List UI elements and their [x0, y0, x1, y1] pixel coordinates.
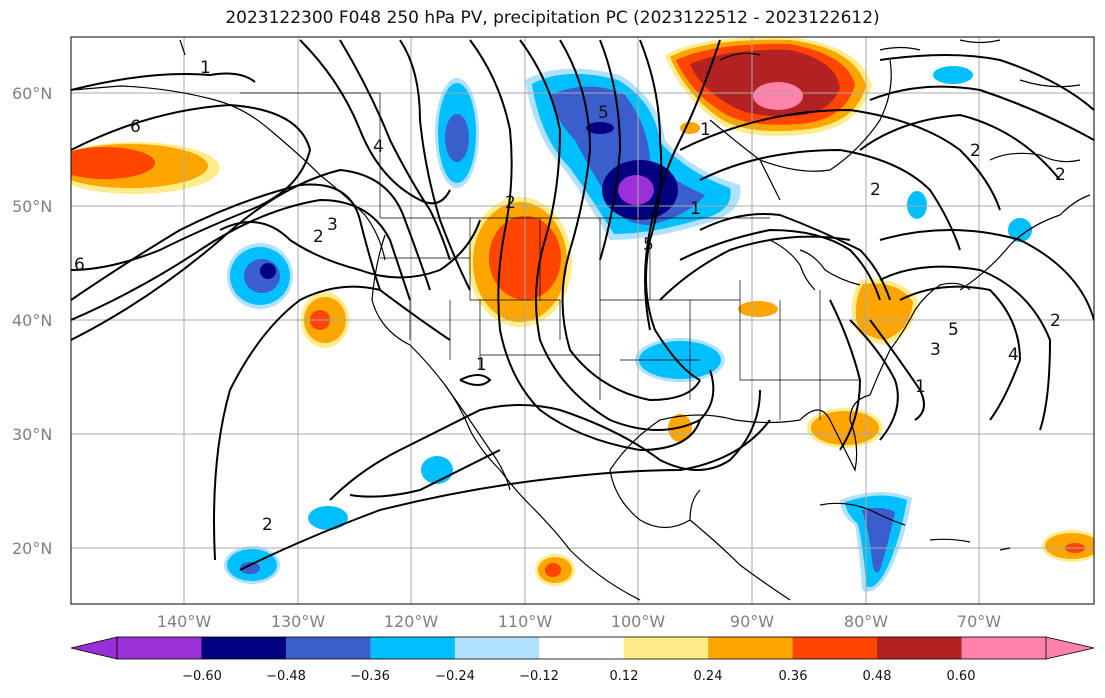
colorbar-tick-label: 0.12 — [610, 669, 639, 684]
colorbar-tick-label: 0.48 — [863, 669, 892, 684]
contour-label: 5 — [948, 320, 959, 340]
coastlines — [71, 39, 1091, 601]
colorbar-segment — [370, 637, 456, 659]
colorbar-tick-label: −0.12 — [519, 669, 559, 684]
contour-label: 2 — [870, 180, 881, 200]
graticule — [71, 37, 1094, 604]
contour-label: 2 — [970, 141, 981, 161]
colorbar-tick-label: −0.24 — [435, 669, 475, 684]
colorbar-tick-labels: −0.60 −0.48 −0.36 −0.24 −0.12 0.12 0.24 … — [182, 669, 975, 684]
lon-label-70w: 70°W — [957, 612, 1001, 631]
contour-label: 1 — [200, 58, 211, 78]
contour-label: 6 — [74, 255, 85, 275]
pv-contours — [71, 39, 1094, 571]
contour-label: 3 — [327, 215, 338, 235]
colorbar-extend-min — [70, 636, 118, 660]
colorbar-segment — [877, 637, 963, 659]
colorbar-segment — [201, 637, 287, 659]
contour-label: 4 — [1008, 345, 1019, 365]
lon-label-80w: 80°W — [844, 612, 888, 631]
contour-label: 1 — [915, 377, 926, 397]
colorbar-tick-label: 0.60 — [947, 669, 976, 684]
colorbar-segment — [623, 637, 709, 659]
colorbar-tick-label: 0.24 — [694, 669, 723, 684]
lon-label-130w: 130°W — [271, 612, 326, 631]
colorbar-segment — [539, 637, 625, 659]
colorbar-outline — [116, 636, 1047, 660]
colorbar-segment — [792, 637, 878, 659]
lat-label-30n: 30°N — [12, 425, 52, 444]
latitude-labels: 60°N 50°N 40°N 30°N 20°N — [12, 84, 52, 558]
contour-label: 2 — [313, 227, 324, 247]
contour-label: 1 — [690, 199, 701, 219]
lon-label-110w: 110°W — [498, 612, 553, 631]
contour-label: 2 — [1050, 311, 1061, 331]
lat-label-20n: 20°N — [12, 539, 52, 558]
contour-labels: 1 6 6 2 3 2 1 2 5 5 1 2 5 3 1 4 2 2 2 4 … — [74, 58, 1066, 535]
colorbar-tick-label: −0.36 — [350, 669, 390, 684]
map-frame-content — [71, 37, 1094, 604]
contour-label: 1 — [476, 355, 487, 375]
contour-label: 3 — [930, 340, 941, 360]
colorbar-tick-label: −0.60 — [182, 669, 222, 684]
contour-label: 2 — [505, 193, 516, 213]
colorbar-segment — [961, 637, 1047, 659]
colorbar-segment — [454, 637, 540, 659]
contour-label: 2 — [262, 515, 273, 535]
lat-label-40n: 40°N — [12, 311, 52, 330]
colorbar-segment — [285, 637, 371, 659]
lon-label-90w: 90°W — [730, 612, 774, 631]
contour-label: 4 — [373, 137, 384, 157]
lon-label-140w: 140°W — [157, 612, 212, 631]
contour-label: 1 — [700, 120, 711, 140]
colorbar-extend-max — [1045, 636, 1095, 660]
colorbar-segment — [117, 637, 202, 659]
longitude-labels: 140°W 130°W 120°W 110°W 100°W 90°W 80°W … — [157, 612, 1001, 631]
colorbar — [70, 636, 1095, 660]
lon-label-100w: 100°W — [611, 612, 666, 631]
lat-label-60n: 60°N — [12, 84, 52, 103]
colorbar-tick-label: 0.36 — [779, 669, 808, 684]
colorbar-segment — [708, 637, 794, 659]
colorbar-tick-label: −0.48 — [266, 669, 306, 684]
lat-label-50n: 50°N — [12, 197, 52, 216]
map-title: 2023122300 F048 250 hPa PV, precipitatio… — [225, 8, 880, 28]
lon-label-120w: 120°W — [384, 612, 439, 631]
contour-label: 5 — [598, 103, 609, 123]
contour-label: 6 — [130, 117, 141, 137]
map-frame — [70, 36, 1095, 605]
contour-label: 2 — [1055, 165, 1066, 185]
contour-label: 5 — [643, 235, 654, 255]
